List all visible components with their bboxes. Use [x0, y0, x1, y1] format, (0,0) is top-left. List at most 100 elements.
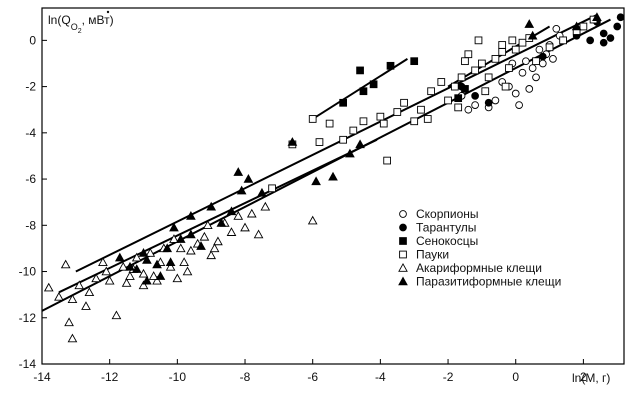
data-point — [98, 257, 108, 266]
data-point — [356, 66, 364, 75]
data-point — [111, 310, 122, 320]
legend-marker — [399, 223, 407, 232]
legend-label: Скорпионы — [416, 207, 479, 221]
data-point — [464, 105, 473, 114]
legend-label: Пауки — [416, 248, 449, 262]
data-point — [165, 261, 176, 271]
y-tick-label: -10 — [19, 265, 37, 279]
data-point — [91, 273, 101, 283]
data-point — [199, 231, 210, 241]
data-point — [505, 64, 513, 72]
data-point — [142, 254, 152, 264]
data-point — [359, 87, 368, 96]
x-axis-label: ln(M, г) — [572, 371, 610, 385]
data-point — [613, 22, 622, 31]
data-point — [172, 273, 183, 283]
data-point — [104, 275, 115, 285]
data-point — [206, 201, 217, 211]
data-point — [311, 176, 321, 186]
fit-line — [75, 14, 598, 273]
y-tick-label: -4 — [25, 126, 36, 140]
data-point — [491, 55, 500, 63]
y-tick-label: -12 — [19, 311, 37, 325]
x-tick-label: -2 — [443, 370, 454, 384]
data-point — [325, 119, 334, 128]
data-point — [118, 261, 129, 271]
data-point — [84, 287, 95, 297]
x-tick-label: -6 — [307, 370, 318, 384]
fit-line — [41, 18, 611, 312]
y-axis-label-dot — [106, 10, 110, 14]
data-point — [457, 73, 466, 82]
data-point — [131, 252, 142, 262]
data-point — [209, 243, 220, 253]
data-point — [538, 52, 547, 61]
data-point — [524, 19, 535, 28]
legend-label: Паразитиформные клещи — [416, 275, 561, 289]
data-point — [461, 57, 469, 66]
data-point — [471, 66, 479, 75]
data-point — [379, 119, 388, 128]
data-point — [491, 96, 500, 105]
data-point — [478, 59, 486, 68]
data-point — [169, 222, 179, 232]
data-point — [355, 139, 365, 149]
data-point — [138, 268, 149, 278]
data-point — [240, 222, 250, 232]
data-point — [386, 61, 395, 70]
x-tick-label: -12 — [101, 370, 119, 384]
data-point — [599, 38, 608, 47]
data-point — [216, 217, 227, 227]
x-tick-label: 2 — [580, 370, 587, 384]
data-point — [131, 264, 142, 273]
data-point — [121, 278, 132, 287]
data-point — [54, 291, 64, 301]
x-tick-label: -14 — [33, 370, 51, 384]
data-point — [410, 57, 419, 66]
data-point — [125, 261, 135, 271]
data-point — [169, 234, 179, 243]
legend-marker — [399, 237, 407, 245]
data-point — [484, 98, 493, 107]
data-point — [535, 45, 544, 54]
data-point — [308, 115, 317, 123]
data-point — [527, 30, 538, 40]
data-point — [345, 148, 355, 158]
data-point — [257, 187, 267, 197]
y-tick-label: -2 — [25, 80, 36, 94]
data-point — [454, 94, 463, 103]
data-point — [233, 211, 244, 220]
data-point — [515, 101, 523, 109]
fit-line — [58, 138, 378, 294]
data-point — [538, 59, 547, 68]
data-point — [423, 115, 432, 123]
data-point — [246, 208, 257, 218]
data-point — [74, 280, 85, 290]
data-point — [202, 220, 213, 230]
data-point — [471, 91, 479, 100]
axis-ticks: -14 -12 -10 -8 -6 -4 -2 0 2 0 -2 -4 -6 -8 -10 -12 -14 — [19, 33, 587, 384]
data-point — [571, 21, 582, 31]
legend-label: Тарантулы — [416, 221, 476, 235]
data-point — [359, 117, 368, 126]
data-point — [450, 82, 459, 91]
data-point — [599, 29, 608, 38]
data-point — [559, 36, 567, 45]
data-point — [226, 227, 237, 236]
data-point — [454, 103, 463, 112]
data-point — [64, 317, 74, 327]
data-point — [155, 271, 166, 280]
data-point — [43, 282, 54, 292]
legend: СкорпионыТарантулыСенокосцыПаукиАкарифор… — [398, 207, 561, 289]
data-point — [376, 112, 385, 121]
legend-marker — [398, 276, 408, 286]
legend-marker — [399, 250, 407, 259]
data-point — [101, 266, 112, 276]
data-point — [474, 36, 483, 45]
data-point — [233, 167, 244, 176]
data-point — [138, 280, 149, 290]
data-point — [125, 271, 135, 280]
data-point — [152, 259, 162, 269]
data-point — [586, 36, 595, 45]
